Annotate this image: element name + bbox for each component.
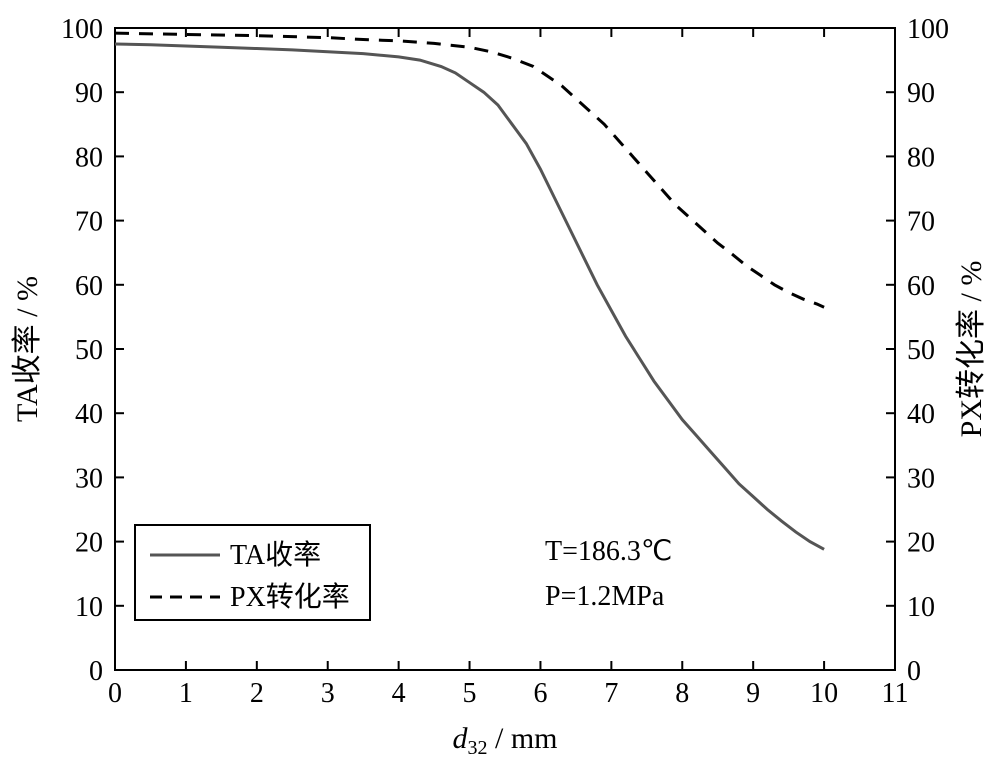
y-tick-label-right: 90 <box>907 78 935 109</box>
chart-bg <box>0 0 1000 766</box>
x-tick-label: 5 <box>463 678 477 709</box>
legend-label: TA收率 <box>230 539 321 571</box>
y-axis-title-left: TA收率 / % <box>11 276 44 422</box>
y-tick-label-right: 80 <box>907 142 935 173</box>
y-tick-label-left: 80 <box>75 142 103 173</box>
x-tick-label: 1 <box>179 678 193 709</box>
y-tick-label-left: 40 <box>75 399 103 430</box>
y-tick-label-left: 30 <box>75 463 103 494</box>
y-tick-label-right: 30 <box>907 463 935 494</box>
x-tick-label: 3 <box>321 678 335 709</box>
x-tick-label: 4 <box>392 678 406 709</box>
annotation: P=1.2MPa <box>545 581 665 612</box>
y-tick-label-left: 100 <box>61 14 103 45</box>
legend-label: PX转化率 <box>230 581 350 613</box>
y-tick-label-left: 90 <box>75 78 103 109</box>
y-tick-label-left: 0 <box>89 656 103 687</box>
x-tick-label: 6 <box>533 678 547 709</box>
y-tick-label-left: 50 <box>75 335 103 366</box>
chart-container: 01234567891011d32 / mm010203040506070809… <box>0 0 1000 766</box>
y-tick-label-right: 20 <box>907 528 935 559</box>
y-tick-label-right: 0 <box>907 656 921 687</box>
y-tick-label-right: 60 <box>907 271 935 302</box>
y-tick-label-left: 70 <box>75 207 103 238</box>
x-tick-label: 8 <box>675 678 689 709</box>
y-tick-label-right: 70 <box>907 207 935 238</box>
chart-svg: 01234567891011d32 / mm010203040506070809… <box>0 0 1000 766</box>
x-tick-label: 7 <box>604 678 618 709</box>
y-tick-label-right: 100 <box>907 14 949 45</box>
x-tick-label: 0 <box>108 678 122 709</box>
x-tick-label: 10 <box>810 678 838 709</box>
y-tick-label-left: 10 <box>75 592 103 623</box>
x-tick-label: 2 <box>250 678 264 709</box>
y-tick-label-right: 50 <box>907 335 935 366</box>
annotation: T=186.3℃ <box>545 536 672 567</box>
y-tick-label-right: 10 <box>907 592 935 623</box>
y-tick-label-right: 40 <box>907 399 935 430</box>
x-tick-label: 11 <box>882 678 909 709</box>
x-tick-label: 9 <box>746 678 760 709</box>
y-tick-label-left: 60 <box>75 271 103 302</box>
y-tick-label-left: 20 <box>75 528 103 559</box>
y-axis-title-right: PX转化率 / % <box>955 261 988 438</box>
